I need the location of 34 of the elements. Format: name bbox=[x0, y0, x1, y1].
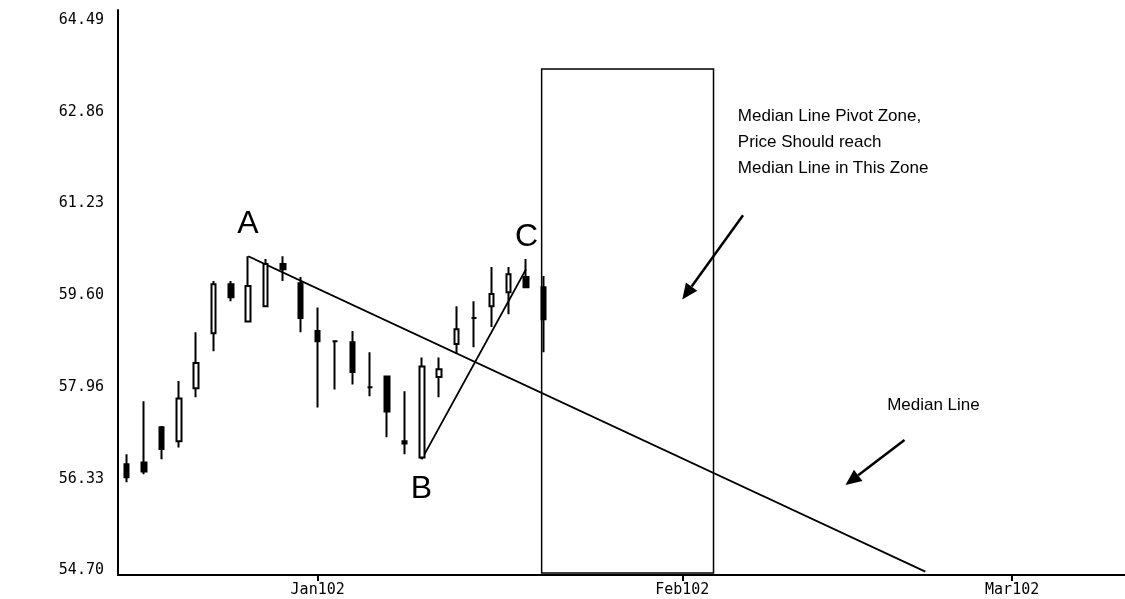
y-tick-label: 62.86 bbox=[58, 101, 104, 120]
candlestick bbox=[470, 300, 478, 349]
candlestick bbox=[314, 306, 321, 409]
y-tick-label: 54.70 bbox=[58, 560, 104, 579]
candlestick bbox=[331, 340, 339, 391]
x-tick-label: Mar102 bbox=[985, 579, 1040, 598]
y-tick-label: 61.23 bbox=[58, 193, 104, 212]
x-tick-label: Jan102 bbox=[290, 579, 345, 598]
candlestick bbox=[262, 258, 269, 308]
candlestick bbox=[366, 351, 374, 398]
candlestick bbox=[192, 331, 200, 399]
y-tick-label: 56.33 bbox=[58, 468, 104, 487]
y-tick-label: 59.60 bbox=[58, 284, 104, 303]
candlestick bbox=[140, 400, 148, 476]
candlestick bbox=[123, 453, 130, 484]
candlestick bbox=[540, 274, 547, 354]
y-tick-label: 64.49 bbox=[58, 10, 104, 28]
candlestick bbox=[349, 330, 356, 386]
annotation: C bbox=[515, 217, 539, 254]
candlestick bbox=[210, 279, 217, 353]
candlestick bbox=[401, 390, 408, 456]
candlestick bbox=[453, 305, 460, 356]
annotation: Median Line bbox=[887, 394, 980, 417]
annotation: Median Line Pivot Zone, Price Should reach Median Line in This Zone bbox=[737, 104, 929, 179]
candlestick bbox=[435, 356, 443, 399]
annotation: B bbox=[410, 469, 433, 506]
y-tick-label: 57.96 bbox=[58, 377, 104, 396]
annotation: A bbox=[237, 204, 259, 241]
x-tick-label: Feb102 bbox=[655, 579, 710, 598]
candlestick bbox=[383, 375, 391, 439]
candlestick bbox=[227, 279, 235, 303]
candlestick bbox=[158, 425, 165, 461]
candlestick bbox=[175, 380, 183, 449]
candlestick bbox=[297, 276, 304, 334]
